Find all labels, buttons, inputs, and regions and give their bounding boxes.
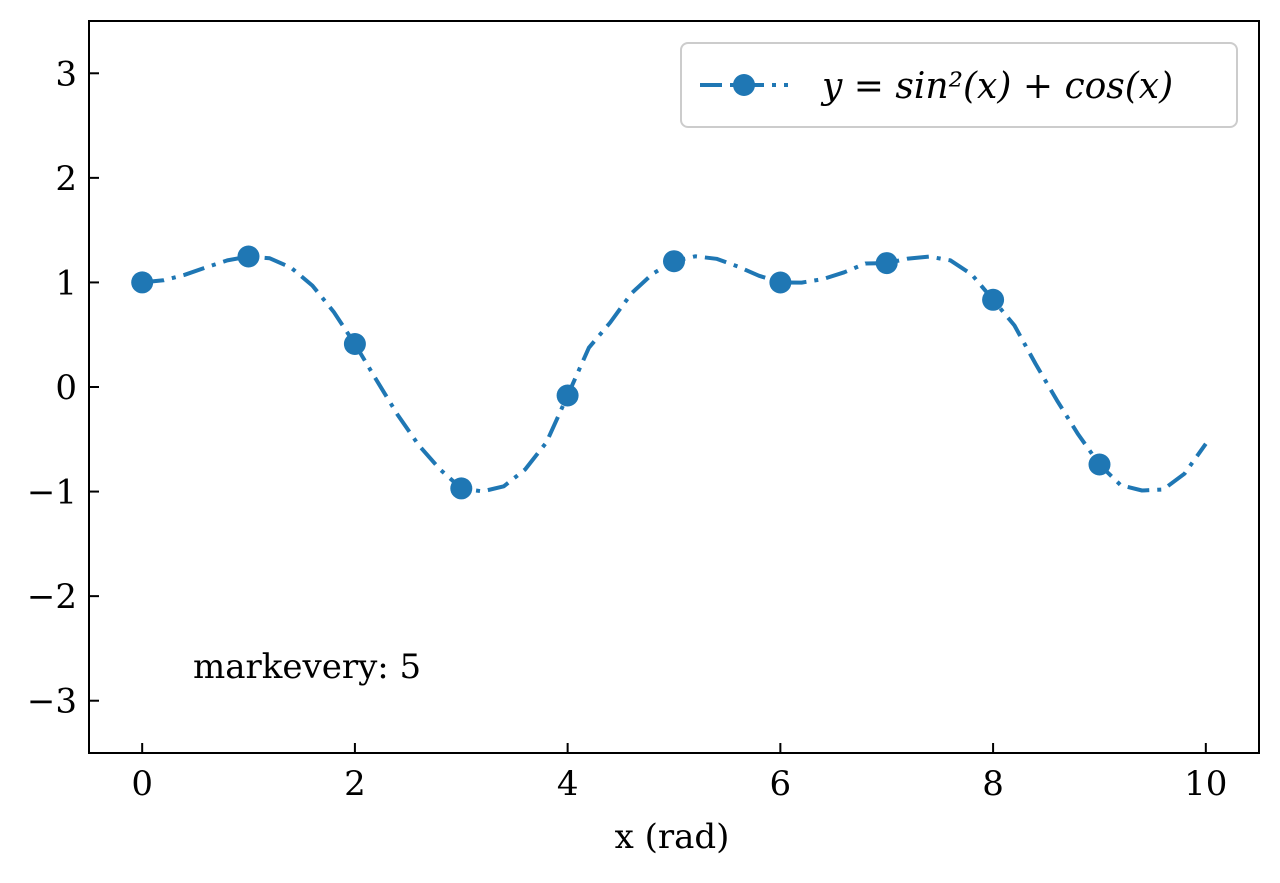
- data-point: [556, 384, 579, 407]
- data-point: [131, 271, 154, 294]
- x-tick-label: 10: [1184, 764, 1227, 804]
- annotation-text: markevery: 5: [193, 647, 421, 687]
- data-point: [769, 271, 792, 294]
- y-tick-label: −2: [27, 577, 77, 617]
- data-point: [982, 288, 1005, 311]
- x-tick-label: 4: [557, 764, 579, 804]
- data-point: [450, 477, 473, 500]
- x-tick-label: 6: [770, 764, 792, 804]
- legend-label: y = sin²(x) + cos(x): [820, 66, 1173, 107]
- legend-marker: [733, 74, 755, 96]
- y-tick-label: 1: [55, 263, 77, 303]
- y-tick-label: 3: [55, 54, 77, 94]
- legend-box: [680, 42, 1238, 128]
- x-tick-label: 8: [982, 764, 1004, 804]
- data-point: [343, 333, 366, 355]
- data-point: [663, 250, 685, 273]
- x-axis-label: x (rad): [615, 817, 730, 857]
- plot-frame: [88, 20, 1260, 754]
- data-point: [1088, 453, 1111, 476]
- x-tick-label: 2: [344, 764, 366, 804]
- legend: y = sin²(x) + cos(x): [680, 42, 1238, 128]
- x-tick-label: 0: [131, 764, 153, 804]
- data-point: [875, 252, 898, 275]
- data-series: [131, 245, 1208, 500]
- plot-background: [89, 21, 1259, 753]
- y-tick-label: 0: [55, 368, 77, 408]
- y-tick-label: 2: [55, 159, 77, 199]
- ticks: 0 2 4 6 8 10 −3 −2 −1 0 1 2 3: [27, 54, 1228, 804]
- y-tick-label: −3: [27, 682, 77, 722]
- data-point: [237, 245, 260, 268]
- y-tick-label: −1: [27, 473, 77, 513]
